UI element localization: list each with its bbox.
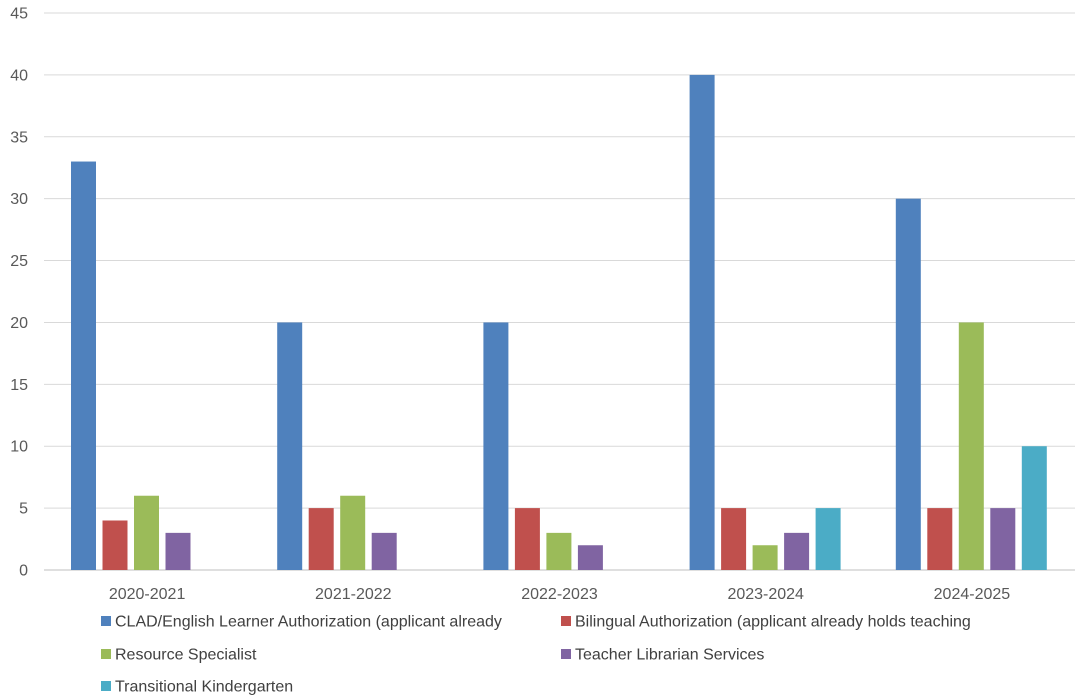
bar xyxy=(371,532,397,570)
bar xyxy=(990,508,1016,570)
bar xyxy=(165,532,191,570)
bar xyxy=(752,545,778,570)
x-tick-label: 2021-2022 xyxy=(315,586,392,603)
legend: CLAD/English Learner Authorization (appl… xyxy=(101,614,971,696)
gridlines xyxy=(44,12,1075,571)
bar xyxy=(927,508,953,570)
y-tick-label: 5 xyxy=(19,501,28,518)
bar xyxy=(514,508,540,570)
legend-label: Transitional Kindergarten xyxy=(115,679,293,696)
bar xyxy=(483,322,509,570)
bar xyxy=(1021,446,1047,570)
y-axis: 0 5 10 15 20 25 30 35 40 45 xyxy=(10,6,28,580)
bar xyxy=(895,198,921,570)
x-tick-label: 2024-2025 xyxy=(934,586,1011,603)
bar xyxy=(71,161,96,571)
x-tick-label: 2020-2021 xyxy=(109,586,186,603)
bar xyxy=(815,508,841,570)
y-tick-label: 20 xyxy=(10,315,28,332)
legend-label: CLAD/English Learner Authorization (appl… xyxy=(115,614,502,631)
bar xyxy=(277,322,303,570)
bar xyxy=(546,532,572,570)
y-tick-label: 35 xyxy=(10,129,28,146)
y-tick-label: 10 xyxy=(10,439,28,456)
y-tick-label: 15 xyxy=(10,377,28,394)
y-tick-label: 30 xyxy=(10,191,28,208)
y-tick-label: 40 xyxy=(10,67,28,84)
x-tick-label: 2022-2023 xyxy=(521,586,598,603)
bar xyxy=(577,545,603,570)
y-tick-label: 0 xyxy=(19,563,28,580)
legend-label: Resource Specialist xyxy=(115,647,257,664)
bar xyxy=(784,532,810,570)
legend-swatch xyxy=(561,616,571,626)
legend-swatch xyxy=(101,681,111,691)
legend-swatch xyxy=(101,616,111,626)
bar xyxy=(689,74,715,570)
legend-swatch xyxy=(561,649,571,659)
y-tick-label: 45 xyxy=(10,6,28,23)
legend-label: Teacher Librarian Services xyxy=(575,647,764,664)
legend-swatch xyxy=(101,649,111,659)
bar xyxy=(102,520,128,570)
x-tick-label: 2023-2024 xyxy=(727,586,804,603)
x-axis: 2020-2021 2021-2022 2022-2023 2023-2024 2024… xyxy=(109,586,1010,603)
y-tick-label: 25 xyxy=(10,253,28,270)
legend-label: Bilingual Authorization (applicant alrea… xyxy=(575,614,971,631)
bar xyxy=(340,495,366,570)
bar xyxy=(958,322,984,570)
bars xyxy=(71,74,1047,571)
bar xyxy=(134,495,159,570)
bar xyxy=(308,508,334,570)
bar xyxy=(721,508,747,570)
